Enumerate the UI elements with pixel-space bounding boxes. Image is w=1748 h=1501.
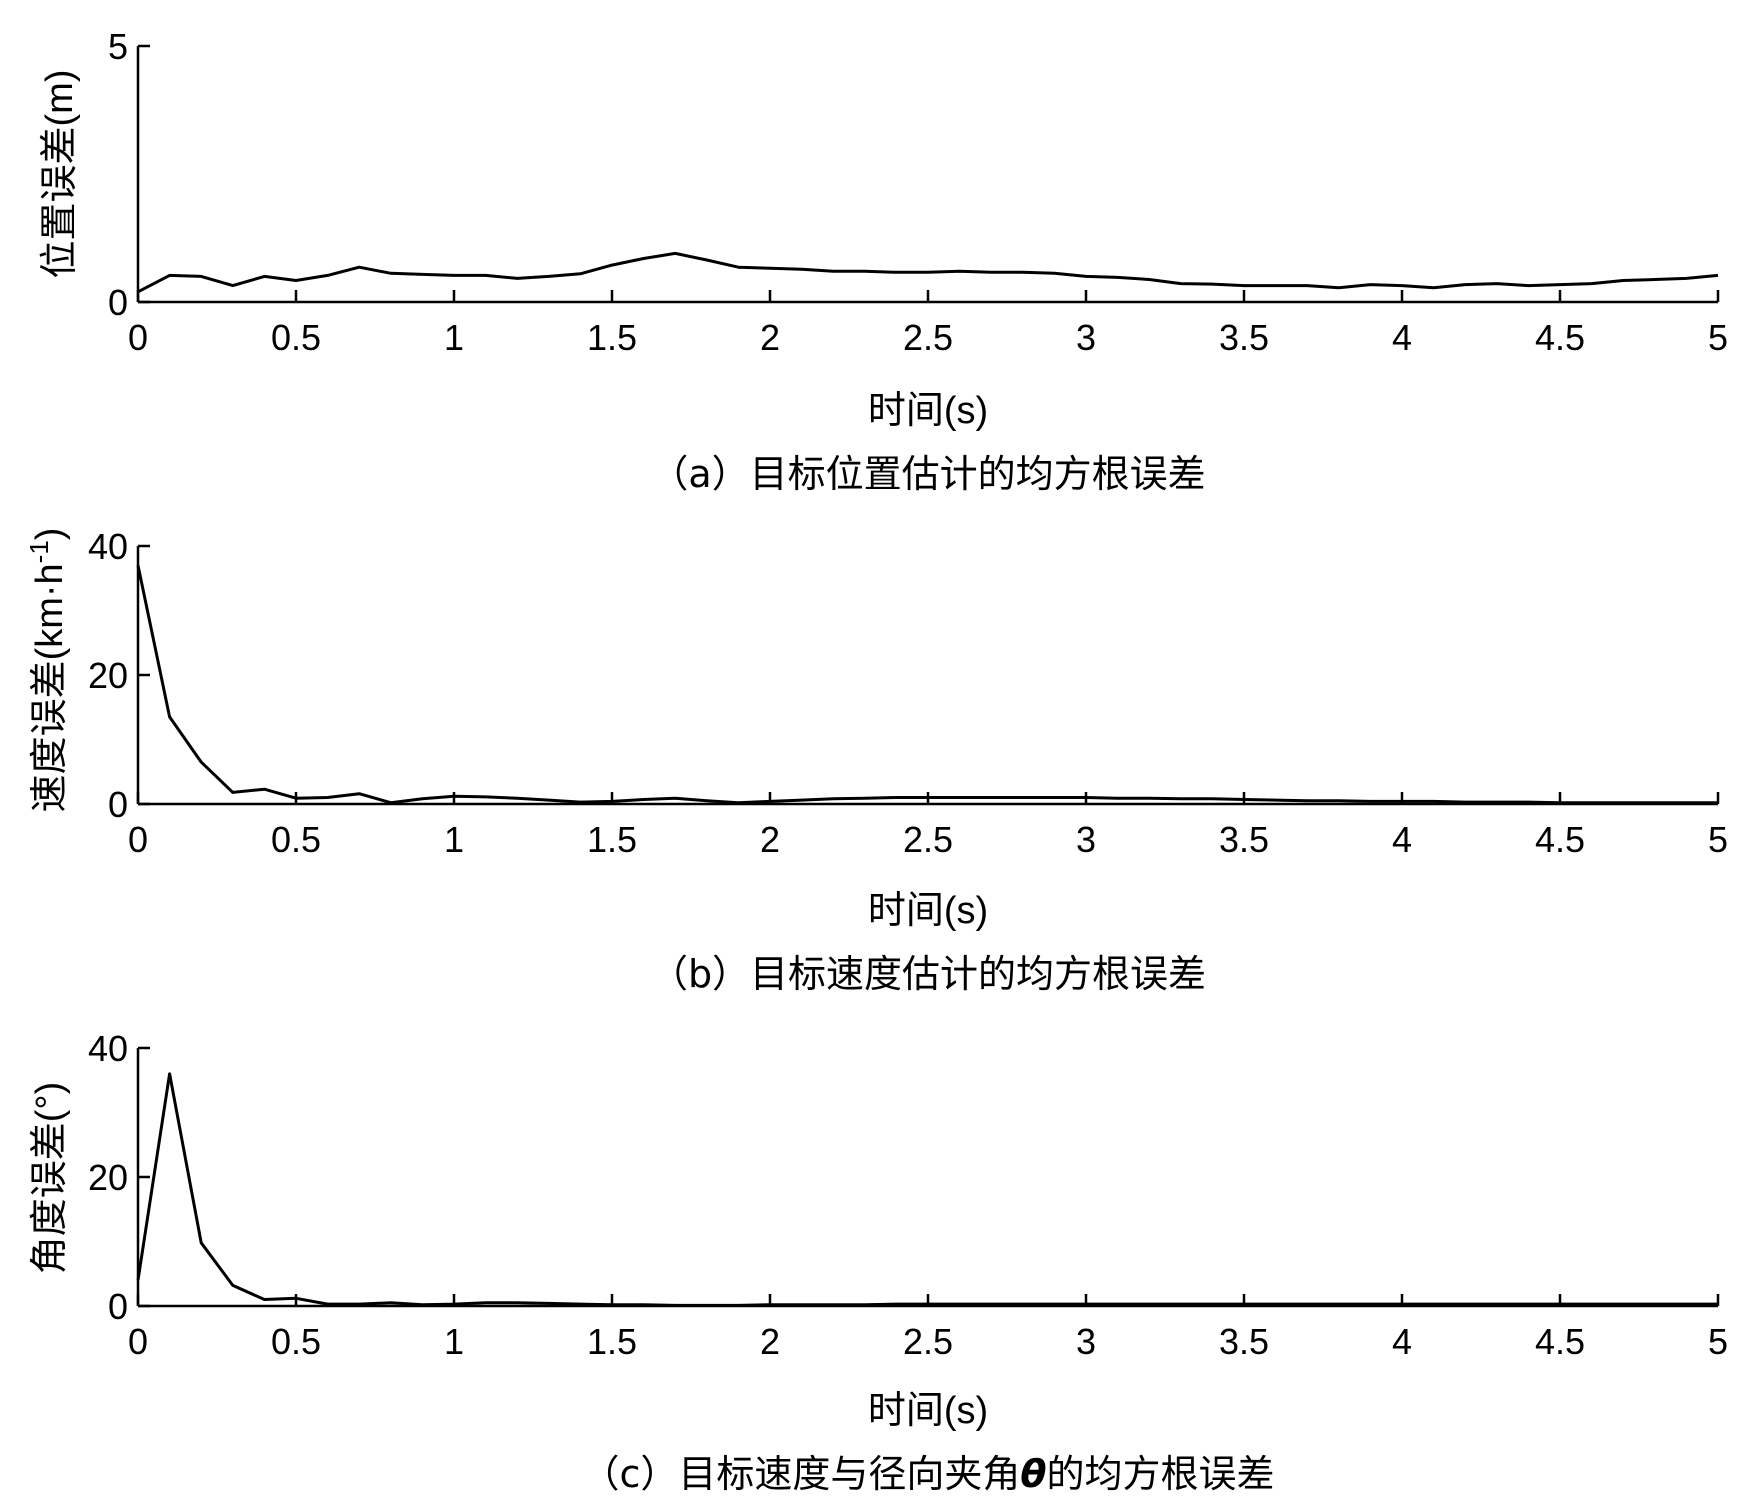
caption-theta-symbol: θ xyxy=(1020,1452,1046,1496)
y-tick-label: 40 xyxy=(88,526,128,567)
y-axis-label: 位置误差(m) xyxy=(39,70,81,279)
x-tick-label: 4.5 xyxy=(1535,1321,1585,1362)
x-tick-label: 2 xyxy=(760,819,780,860)
x-ticks: 0 0.5 1 1.5 2 2.5 3 3.5 4 4.5 5 xyxy=(128,792,1728,860)
y-axis-label-superscript: -1 xyxy=(24,540,54,563)
y-ticks: 0 20 40 xyxy=(88,526,150,825)
x-tick-label: 2.5 xyxy=(903,317,953,358)
caption-suffix: 的均方根误差 xyxy=(1047,1452,1275,1496)
x-tick-label: 3.5 xyxy=(1219,819,1269,860)
x-tick-label: 1 xyxy=(444,819,464,860)
y-ticks: 0 20 40 xyxy=(88,1028,150,1327)
caption: （c）目标速度与径向夹角θ的均方根误差 xyxy=(581,1452,1274,1496)
x-axis-label: 时间(s) xyxy=(868,890,988,932)
x-tick-label: 4.5 xyxy=(1535,317,1585,358)
x-tick-label: 2 xyxy=(760,317,780,358)
panel-a: 0 0.5 1 1.5 2 2.5 3 3.5 4 4.5 5 05 时间(s) 位置误差(m) （… xyxy=(39,26,1728,496)
y-tick-label: 40 xyxy=(88,1028,128,1069)
x-axis-label: 时间(s) xyxy=(868,1390,988,1432)
x-tick-label: 3.5 xyxy=(1219,317,1269,358)
caption: （a）目标位置估计的均方根误差 xyxy=(650,452,1205,496)
x-tick-label: 2.5 xyxy=(903,1321,953,1362)
x-tick-label: 3.5 xyxy=(1219,1321,1269,1362)
y-tick-label: 20 xyxy=(88,1157,128,1198)
y-tick-label: 0 xyxy=(108,784,128,825)
caption-prefix: （c）目标速度与径向夹角 xyxy=(581,1452,1020,1496)
series-line xyxy=(136,1072,1718,1307)
x-tick-label: 4 xyxy=(1392,819,1412,860)
x-tick-label: 4 xyxy=(1392,317,1412,358)
y-tick-label: 20 xyxy=(88,655,128,696)
x-tick-label: 1.5 xyxy=(587,1321,637,1362)
series-line xyxy=(136,565,1718,805)
caption: （b）目标速度估计的均方根误差 xyxy=(650,952,1206,996)
x-tick-label: 2.5 xyxy=(903,819,953,860)
y-tick-label: 0 xyxy=(108,282,128,323)
x-tick-label: 0.5 xyxy=(271,819,321,860)
x-tick-label: 3 xyxy=(1076,317,1096,358)
y-axis-label: 速度误差(km·h-1) xyxy=(24,528,71,813)
y-tick-label: 0 xyxy=(108,1286,128,1327)
y-axis-label: 角度误差(°) xyxy=(29,1082,71,1275)
x-tick-label: 3 xyxy=(1076,1321,1096,1362)
panel-c: 0 0.5 1 1.5 2 2.5 3 3.5 4 4.5 5 0 20 40 时间(s) 角度误差(°… xyxy=(29,1028,1728,1496)
x-tick-label: 5 xyxy=(1708,819,1728,860)
x-ticks: 0 0.5 1 1.5 2 2.5 3 3.5 4 4.5 5 xyxy=(128,290,1728,358)
x-tick-label: 0 xyxy=(128,819,148,860)
y-ticks: 05 xyxy=(108,26,150,323)
x-tick-label: 1 xyxy=(444,1321,464,1362)
x-tick-label: 0 xyxy=(128,317,148,358)
x-axis-label: 时间(s) xyxy=(868,390,988,432)
series-line xyxy=(137,251,1719,294)
x-tick-label: 1 xyxy=(444,317,464,358)
x-tick-label: 5 xyxy=(1708,317,1728,358)
y-axis-label-close: ) xyxy=(29,528,71,541)
x-ticks: 0 0.5 1 1.5 2 2.5 3 3.5 4 4.5 5 xyxy=(128,1294,1728,1362)
x-tick-label: 5 xyxy=(1708,1321,1728,1362)
x-tick-label: 1.5 xyxy=(587,317,637,358)
x-tick-label: 4 xyxy=(1392,1321,1412,1362)
x-tick-label: 0 xyxy=(128,1321,148,1362)
y-axis-label-main: 速度误差(km·h xyxy=(29,563,71,812)
x-tick-label: 2 xyxy=(760,1321,780,1362)
x-tick-label: 3 xyxy=(1076,819,1096,860)
x-tick-label: 4.5 xyxy=(1535,819,1585,860)
x-tick-label: 0.5 xyxy=(271,317,321,358)
x-tick-label: 1.5 xyxy=(587,819,637,860)
x-tick-label: 0.5 xyxy=(271,1321,321,1362)
y-tick-label: 5 xyxy=(108,26,128,67)
panel-b: 0 0.5 1 1.5 2 2.5 3 3.5 4 4.5 5 0 20 40 时间(s) 速度误差(k… xyxy=(24,526,1728,996)
